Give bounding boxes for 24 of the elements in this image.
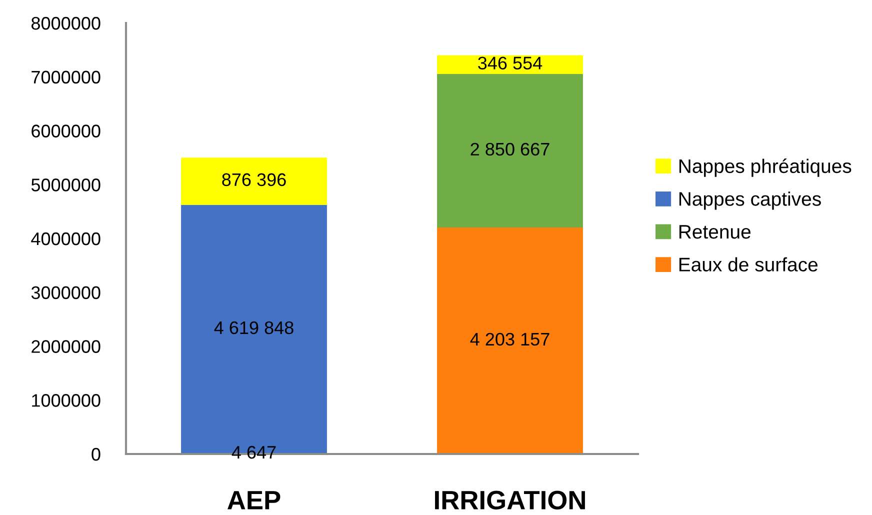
legend-label: Nappes phréatiques [679,158,852,177]
data-label: 4 203 157 [470,332,550,346]
y-tick-label: 0 [92,448,100,461]
y-tick-label: 8000000 [32,16,100,30]
y-tick-label: 3000000 [31,286,100,300]
x-tick-label: AEP [228,491,280,510]
data-label: 876 396 [222,173,286,186]
y-tick-label: 4000000 [31,232,100,246]
bar [181,158,327,205]
data-label: 2 850 667 [470,142,550,156]
y-tick-label: 5000000 [31,178,100,192]
y-tick-label: 6000000 [32,124,100,138]
legend-label: Retenue [679,225,751,239]
y-tick-label: 7000000 [32,70,100,84]
y-tick-label: 1000000 [32,394,100,407]
data-label: 4 619 848 [214,321,294,334]
y-tick-label: 2000000 [32,340,100,353]
legend-label: Nappes captives [679,192,821,210]
legend-label: Eaux de surface [679,257,818,272]
bar [437,74,583,228]
bar [437,55,583,74]
bar [437,228,583,454]
x-tick-label: IRRIGATION [435,490,585,510]
data-label: 346 554 [478,56,542,70]
